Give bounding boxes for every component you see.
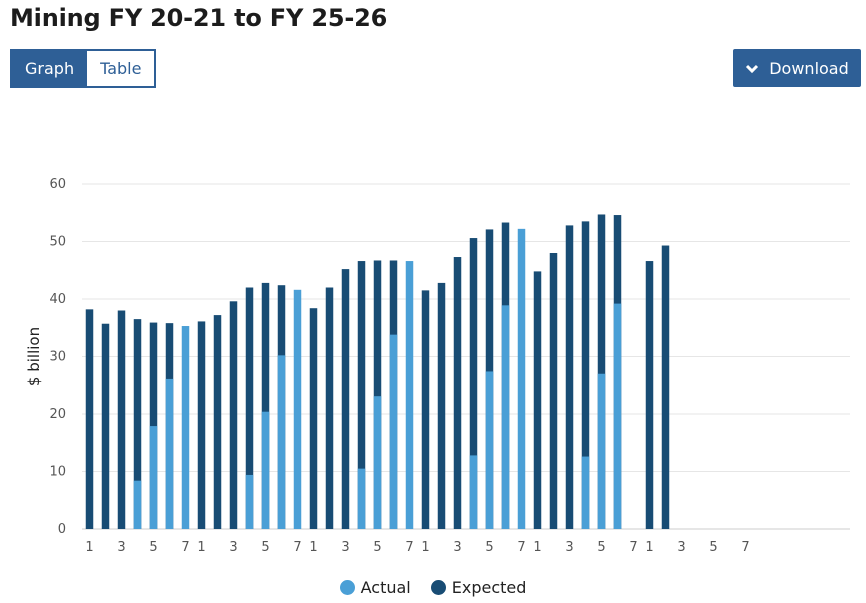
chart-legend: Actual Expected	[0, 578, 866, 597]
x-tick-label: 1	[85, 540, 93, 555]
bar-expected	[565, 225, 574, 529]
x-tick-label: 7	[293, 540, 301, 555]
download-label: Download	[769, 58, 849, 78]
legend-label-actual: Actual	[360, 578, 411, 597]
bar-expected	[325, 287, 334, 529]
x-tick-label: 7	[741, 540, 749, 555]
bar-actual	[245, 474, 254, 529]
x-tick-label: 7	[181, 540, 189, 555]
legend-item-actual[interactable]: Actual	[339, 578, 411, 597]
bar-expected	[197, 321, 206, 529]
bar-expected	[645, 261, 654, 529]
bar-expected	[357, 261, 366, 529]
y-tick-label: 10	[49, 465, 66, 480]
bar-expected	[453, 257, 462, 529]
x-tick-label: 7	[517, 540, 525, 555]
bar-actual	[405, 261, 414, 529]
bar-actual	[277, 355, 286, 529]
x-tick-label: 1	[309, 540, 317, 555]
bar-actual	[485, 371, 494, 529]
chevron-down-icon	[745, 59, 759, 78]
legend-item-expected[interactable]: Expected	[430, 578, 527, 597]
x-tick-label: 1	[533, 540, 541, 555]
bar-expected	[549, 253, 558, 529]
bar-actual	[149, 426, 158, 529]
legend-label-expected: Expected	[451, 578, 527, 597]
bar-expected	[309, 308, 318, 529]
y-tick-label: 20	[49, 407, 66, 422]
bar-expected	[597, 214, 606, 529]
bar-actual	[517, 228, 526, 529]
x-tick-label: 7	[629, 540, 637, 555]
bar-expected	[85, 309, 94, 529]
bar-expected	[245, 287, 254, 529]
x-tick-label: 3	[229, 540, 237, 555]
bar-expected	[533, 271, 542, 529]
page-title: Mining FY 20-21 to FY 25-26	[10, 4, 388, 32]
y-tick-label: 50	[49, 235, 66, 250]
bar-actual	[389, 334, 398, 529]
x-tick-label: 3	[565, 540, 573, 555]
x-tick-label: 5	[149, 540, 157, 555]
bar-actual	[357, 468, 366, 529]
bar-expected	[117, 310, 126, 529]
x-tick-label: 1	[421, 540, 429, 555]
legend-marker-expected	[430, 580, 446, 595]
bar-expected	[581, 221, 590, 529]
bar-expected	[421, 290, 430, 529]
bar-actual	[293, 289, 302, 529]
bar-actual	[181, 326, 190, 529]
bar-actual	[613, 303, 622, 529]
bar-actual	[133, 480, 142, 529]
bar-expected	[469, 238, 478, 530]
bar-actual	[597, 373, 606, 529]
bar-actual	[501, 305, 510, 529]
x-tick-label: 3	[453, 540, 461, 555]
x-tick-label: 3	[341, 540, 349, 555]
x-tick-label: 5	[709, 540, 717, 555]
y-tick-label: 40	[49, 292, 66, 307]
bar-expected	[101, 323, 110, 529]
bar-actual	[165, 378, 174, 529]
x-tick-label: 5	[485, 540, 493, 555]
bar-actual	[373, 396, 382, 529]
view-toggle: Graph Table	[10, 49, 157, 88]
bar-expected	[261, 282, 270, 529]
x-tick-label: 1	[197, 540, 205, 555]
bar-expected	[661, 245, 670, 529]
x-tick-label: 3	[677, 540, 685, 555]
bar-expected	[373, 260, 382, 529]
bar-expected	[229, 301, 238, 529]
tab-table[interactable]: Table	[87, 51, 155, 86]
x-tick-label: 7	[405, 540, 413, 555]
x-tick-label: 5	[597, 540, 605, 555]
bar-expected	[149, 322, 158, 529]
y-tick-label: 30	[49, 350, 66, 365]
bar-actual	[261, 411, 270, 529]
download-button[interactable]: Download	[733, 49, 861, 87]
x-tick-label: 1	[645, 540, 653, 555]
bar-expected	[437, 282, 446, 529]
bar-expected	[213, 315, 222, 529]
bar-actual	[469, 455, 478, 529]
legend-marker-actual	[339, 580, 355, 595]
bar-expected	[133, 319, 142, 529]
x-tick-label: 3	[117, 540, 125, 555]
y-axis-label: $ billion	[25, 327, 43, 386]
y-tick-label: 60	[49, 177, 66, 192]
bar-expected	[341, 269, 350, 529]
x-tick-label: 5	[373, 540, 381, 555]
y-tick-label: 0	[58, 522, 66, 537]
tab-graph[interactable]: Graph	[12, 51, 88, 86]
x-tick-label: 5	[261, 540, 269, 555]
bar-actual	[581, 456, 590, 529]
